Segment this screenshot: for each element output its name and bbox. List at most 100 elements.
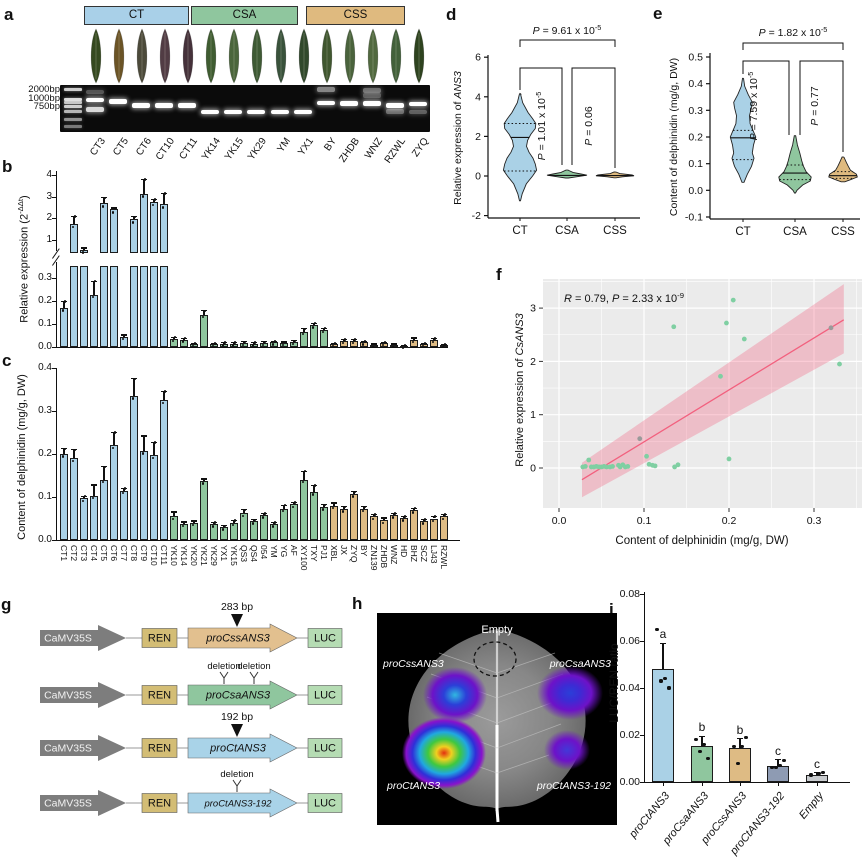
data-point-dot <box>91 497 95 500</box>
bar <box>60 454 68 540</box>
deletion-marker-icon <box>232 779 242 792</box>
gel-band <box>362 101 381 106</box>
data-point-dot <box>253 518 257 521</box>
y-tick-label: 0 <box>475 171 481 183</box>
leaf-image <box>275 28 286 84</box>
error-bar <box>313 323 315 326</box>
deletion-label: deletion <box>207 661 240 672</box>
label-procssans3: proCssANS3 <box>382 658 444 670</box>
data-point-dot <box>233 341 237 344</box>
insertion-marker-icon <box>231 614 243 627</box>
bar <box>320 329 328 347</box>
scatter-point <box>675 462 681 468</box>
error-bar <box>383 518 385 521</box>
data-point-dot <box>111 446 115 450</box>
bar <box>410 509 418 540</box>
data-point-dot <box>321 508 325 511</box>
bar <box>806 774 828 782</box>
ladder-band <box>64 110 82 114</box>
data-point-dot <box>273 340 277 343</box>
data-point-dot <box>201 482 205 485</box>
data-point-dot <box>393 342 397 346</box>
bar <box>430 340 438 347</box>
data-point-dot <box>383 341 387 344</box>
leaf-image <box>252 28 263 84</box>
error-bar <box>662 643 664 670</box>
camv35s-label: CaMV35S <box>44 633 92 645</box>
error-bar <box>413 508 415 510</box>
bar <box>200 315 208 347</box>
x-tick-label: SCZ <box>419 545 429 562</box>
data-point-dot <box>311 326 315 329</box>
y-tick <box>52 368 56 370</box>
gel-band <box>408 109 427 115</box>
error-bar <box>63 448 65 454</box>
data-point-dot <box>694 738 698 742</box>
y-tick-label: 4 <box>46 169 52 180</box>
scatter-point <box>625 464 631 469</box>
scatter-point <box>718 373 723 379</box>
luminescence-patch-procsaans3 <box>537 666 603 720</box>
error-bar <box>133 378 135 396</box>
x-tick-label: YG <box>279 545 289 558</box>
data-point-dot <box>103 465 107 469</box>
data-point-dot <box>371 517 375 521</box>
data-point-dot <box>782 759 786 763</box>
y-tick-label: 2 <box>46 212 52 223</box>
y-tick <box>52 540 56 542</box>
y-tick-label: 0.0 <box>38 341 52 352</box>
data-point-dot <box>143 178 147 181</box>
data-point-dot <box>443 343 447 346</box>
x-axis-line <box>644 781 850 783</box>
leaf-image <box>183 28 194 84</box>
data-point-dot <box>381 521 385 524</box>
data-point-dot <box>73 214 77 218</box>
bar <box>100 479 108 540</box>
leaf-image <box>206 28 217 84</box>
promoter-arrow <box>187 623 298 653</box>
error-bar <box>303 471 305 480</box>
y-tick <box>52 324 56 326</box>
data-point-dot <box>363 340 367 343</box>
data-point-dot <box>233 519 237 522</box>
bar <box>160 266 168 347</box>
regression-line <box>581 319 845 481</box>
luc-label: LUC <box>314 633 336 645</box>
data-point-dot <box>433 515 437 518</box>
data-point-dot <box>736 761 740 765</box>
deletion-label: deletion <box>220 769 253 780</box>
x-tick-label: CT9 <box>139 545 149 562</box>
promoter-label: proCtANS3 <box>209 743 267 755</box>
data-point-dot <box>361 343 365 346</box>
y-tick-label: 0.1 <box>688 158 703 170</box>
luc-box <box>307 628 343 648</box>
data-point-dot <box>203 477 207 481</box>
data-point-dot <box>91 295 95 299</box>
ladder-band <box>64 97 82 101</box>
panel-c-ylabel: Content of delphinidin (mg/g, DW) <box>16 374 28 540</box>
error-bar <box>816 772 818 775</box>
data-point-dot <box>183 520 187 524</box>
y-axis-line-upper <box>56 171 58 251</box>
bar <box>350 340 358 347</box>
x-tick <box>702 782 703 786</box>
bar <box>370 516 378 540</box>
scatter-point <box>652 463 658 469</box>
error-bar <box>333 503 335 506</box>
luc-box <box>307 685 343 705</box>
y-tick-label: 0.1 <box>38 491 52 502</box>
scatter-point <box>604 464 609 470</box>
error-cap <box>775 759 781 761</box>
camv35s-arrow <box>40 790 126 816</box>
data-point-dot <box>291 505 295 508</box>
x-tick-label: XY100 <box>299 545 309 571</box>
y-tick <box>640 782 644 784</box>
error-bar <box>303 328 305 333</box>
error-bar <box>739 738 741 748</box>
data-point-dot <box>123 333 127 337</box>
data-point-dot <box>173 510 177 514</box>
bar <box>90 495 98 540</box>
luminescence-patch-proctans3 <box>402 717 486 789</box>
label-empty: Empty <box>481 624 513 636</box>
data-point-dot <box>770 766 774 770</box>
